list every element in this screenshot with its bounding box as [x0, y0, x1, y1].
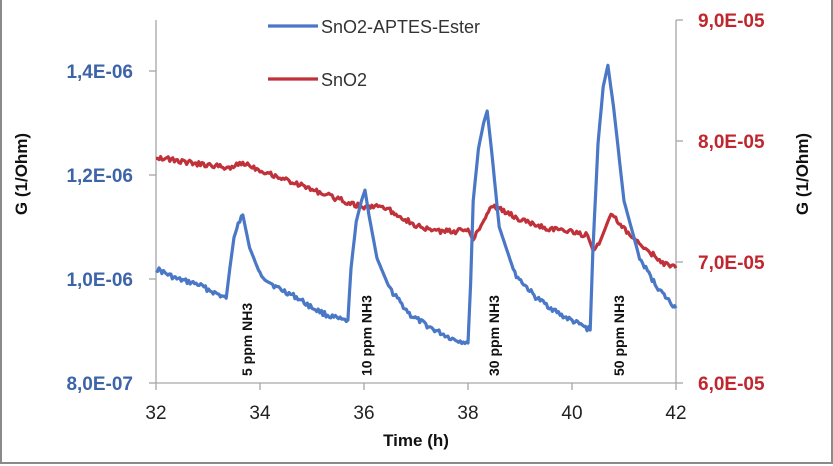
left-tick-label: 1,2E-06	[66, 166, 133, 187]
left-tick-label: 1,0E-06	[66, 270, 133, 291]
x-tick-label: 40	[561, 403, 582, 424]
left-tick-label: 1,4E-06	[66, 62, 133, 83]
left-tick-label: 8,0E-07	[66, 374, 133, 395]
x-tick-label: 32	[145, 403, 166, 424]
right-tick-label: 8,0E-05	[698, 132, 765, 153]
x-tick-label: 34	[249, 403, 271, 424]
x-tick-label: 42	[665, 403, 686, 424]
annotations: 5 ppm NH3 10 ppm NH3 30 ppm NH3 50 ppm NH3	[239, 295, 627, 376]
annotation-label: 30 ppm NH3	[486, 295, 502, 376]
right-axis-ticks: 6,0E-05 7,0E-05 8,0E-05 9,0E-05	[676, 11, 765, 395]
legend-label-sno2: SnO2	[321, 70, 367, 90]
right-tick-label: 7,0E-05	[698, 253, 765, 274]
annotation-label: 50 ppm NH3	[611, 295, 627, 376]
series-line-sno2-aptes-ester	[155, 63, 678, 346]
x-tick-label: 38	[457, 403, 478, 424]
series-line-sno2	[155, 155, 678, 269]
x-axis-ticks: 32 34 36 38 40 42	[145, 383, 687, 424]
annotation-label: 10 ppm NH3	[359, 295, 375, 376]
right-y-axis-title: G (1/Ohm)	[793, 133, 812, 215]
left-y-axis-title: G (1/Ohm)	[12, 133, 31, 215]
x-axis-title: Time (h)	[383, 431, 449, 450]
right-tick-label: 6,0E-05	[698, 374, 765, 395]
right-tick-label: 9,0E-05	[698, 11, 765, 32]
left-axis-ticks: 8,0E-07 1,0E-06 1,2E-06 1,4E-06	[66, 62, 156, 395]
x-tick-label: 36	[353, 403, 374, 424]
annotation-label: 5 ppm NH3	[239, 303, 255, 376]
legend-label-sno2-aptes-ester: SnO2-APTES-Ester	[321, 17, 480, 37]
legend: SnO2-APTES-Ester SnO2	[268, 17, 480, 90]
